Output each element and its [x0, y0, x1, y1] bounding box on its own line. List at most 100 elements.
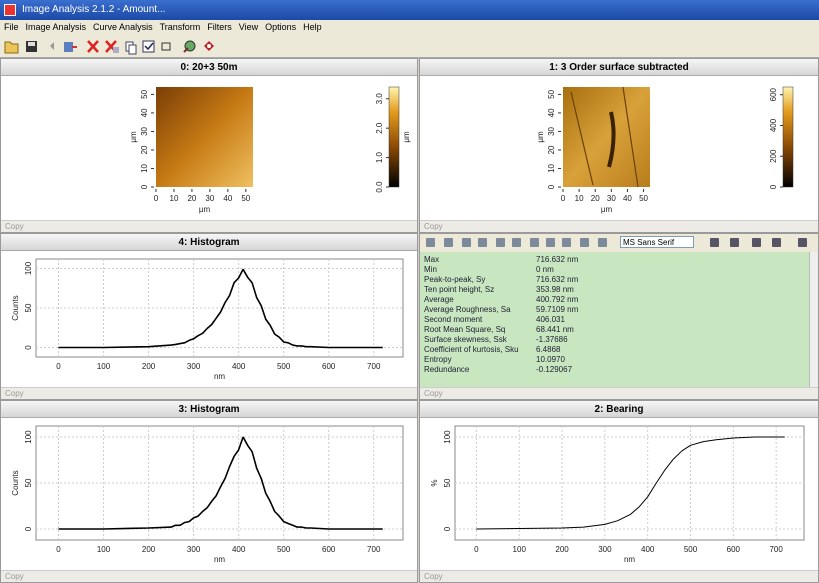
stat-name: Surface skewness, Ssk: [424, 335, 507, 344]
check-button[interactable]: [143, 41, 154, 52]
y-tick-label: 100: [443, 430, 452, 444]
toolbar-button[interactable]: [546, 238, 555, 247]
frame-button[interactable]: [162, 43, 170, 50]
delete-all-button[interactable]: [106, 41, 119, 53]
y-tick-label: 50: [24, 303, 33, 312]
app-icon: [4, 4, 16, 16]
x-tick-label: 200: [142, 362, 156, 371]
menu-item[interactable]: Options: [265, 20, 296, 34]
save-button[interactable]: [26, 41, 37, 52]
toolbar-button[interactable]: [752, 238, 761, 247]
x-tick-label: 600: [322, 545, 336, 554]
stat-value: 10.0970: [536, 355, 565, 364]
y-tick-label: 20: [547, 145, 556, 154]
menu-item[interactable]: Curve Analysis: [93, 20, 153, 34]
colorbar-tick-label: 600: [769, 87, 778, 101]
toolbar-button[interactable]: [710, 238, 719, 247]
toolbar-button[interactable]: [462, 238, 471, 247]
x-tick-label: 400: [232, 362, 246, 371]
y-tick-label: 0: [24, 345, 33, 350]
x-tick-label: 0: [56, 362, 61, 371]
copy-button[interactable]: [126, 42, 136, 54]
toolbar-button[interactable]: [426, 238, 435, 247]
y-tick-label: 0: [140, 184, 149, 189]
y-tick-label: 0: [443, 526, 452, 531]
y-tick-label: 50: [24, 478, 33, 487]
stat-name: Average: [424, 295, 454, 304]
toolbar-button[interactable]: [512, 238, 521, 247]
toolbar-button[interactable]: [580, 238, 589, 247]
panel-footer[interactable]: Copy: [1, 387, 417, 399]
x-tick-label: 400: [641, 545, 655, 554]
toolbar-button[interactable]: [772, 238, 781, 247]
menu-item[interactable]: Image Analysis: [26, 20, 87, 34]
text-toolbar: MS Sans Serif: [420, 234, 818, 253]
toolbar-button[interactable]: [478, 238, 487, 247]
toolbar-button[interactable]: [798, 238, 807, 247]
panel-footer[interactable]: Copy: [420, 570, 818, 582]
tools-button[interactable]: [184, 41, 195, 52]
toolbar-button[interactable]: [496, 238, 505, 247]
stat-name: Redundance: [424, 365, 469, 374]
x-tick-label: 500: [277, 545, 291, 554]
y-axis-label: μm: [129, 131, 138, 143]
panel-title: 3: Histogram: [1, 401, 417, 418]
y-tick-label: 40: [140, 108, 149, 117]
open-button[interactable]: [5, 42, 18, 53]
x-tick-label: 700: [367, 362, 381, 371]
font-selector[interactable]: MS Sans Serif: [620, 236, 694, 248]
panel-footer[interactable]: Copy: [1, 570, 417, 582]
menu-item[interactable]: File: [4, 20, 19, 34]
colorbar-tick-label: 2.0: [375, 122, 384, 134]
menu-item[interactable]: View: [239, 20, 258, 34]
menu-item[interactable]: Help: [303, 20, 322, 34]
stat-name: Entropy: [424, 355, 452, 364]
export-button[interactable]: [64, 42, 77, 52]
x-tick-label: 700: [769, 545, 783, 554]
stat-name: Root Mean Square, Sq: [424, 325, 505, 334]
panel: 4: Histogram0100200300400500600700050100…: [0, 233, 418, 400]
stat-value: 59.7109 nm: [536, 305, 578, 314]
y-tick-label: 100: [24, 430, 33, 444]
plot-frame: [36, 426, 403, 540]
x-tick-label: 20: [187, 194, 196, 203]
x-axis-label: nm: [214, 555, 225, 564]
x-tick-label: 50: [639, 194, 648, 203]
settings-button[interactable]: [204, 41, 214, 51]
x-tick-label: 200: [142, 545, 156, 554]
panel-footer[interactable]: Copy: [420, 387, 818, 399]
menu-item[interactable]: Filters: [207, 20, 232, 34]
y-axis-label: Counts: [11, 470, 20, 495]
panel-title: 4: Histogram: [1, 234, 417, 251]
panel-footer[interactable]: Copy: [420, 220, 818, 232]
y-tick-label: 50: [443, 478, 452, 487]
height-map: [156, 87, 253, 187]
title-bar: Image Analysis 2.1.2 - Amount...: [0, 0, 819, 20]
toolbar-button[interactable]: [562, 238, 571, 247]
x-tick-label: 40: [623, 194, 632, 203]
toolbar-button[interactable]: [598, 238, 607, 247]
toolbar-button[interactable]: [730, 238, 739, 247]
y-tick-label: 0: [24, 526, 33, 531]
back-button[interactable]: [50, 42, 54, 50]
window-title: Image Analysis 2.1.2 - Amount...: [22, 4, 165, 15]
stat-name: Average Roughness, Sa: [424, 305, 511, 314]
x-tick-label: 600: [322, 362, 336, 371]
toolbar-button[interactable]: [444, 238, 453, 247]
x-axis-label: μm: [199, 205, 211, 214]
stat-value: 68.441 nm: [536, 325, 574, 334]
x-tick-label: 600: [727, 545, 741, 554]
x-axis-label: nm: [624, 555, 635, 564]
delete-button[interactable]: [88, 41, 98, 52]
stat-value: 6.4868: [536, 345, 560, 354]
toolbar-button[interactable]: [530, 238, 539, 247]
x-tick-label: 10: [575, 194, 584, 203]
x-tick-label: 0: [561, 194, 566, 203]
colorbar-tick-label: 3.0: [375, 93, 384, 105]
panel-footer[interactable]: Copy: [1, 220, 417, 232]
menu-item[interactable]: Transform: [160, 20, 201, 34]
